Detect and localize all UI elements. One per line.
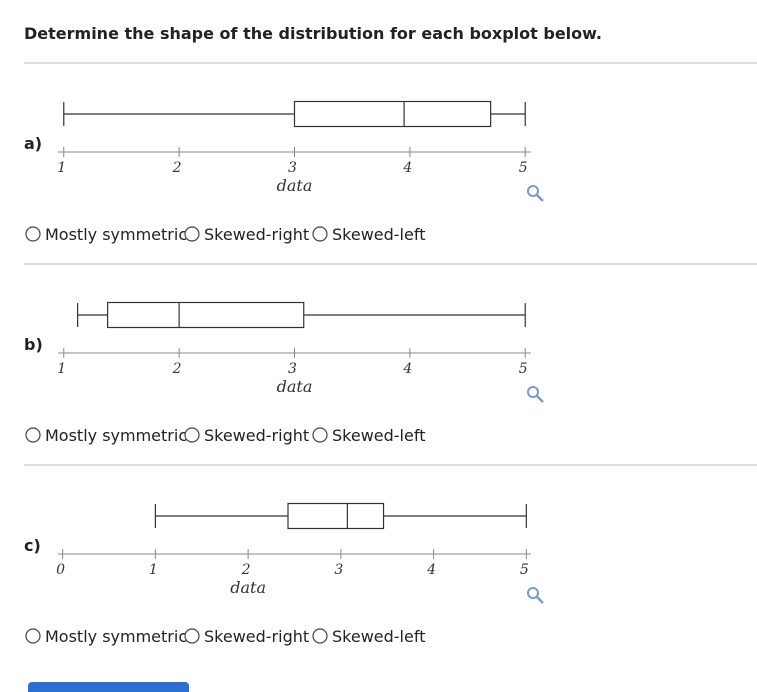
title: Determine the shape of the distribution … xyxy=(24,24,602,43)
box xyxy=(107,301,305,329)
zoom-icon[interactable] xyxy=(527,386,539,398)
option-label[interactable]: Skewed-left xyxy=(332,627,425,646)
problem-label: c) xyxy=(24,536,41,555)
tick-label: 5 xyxy=(519,160,528,176)
tick-label: 5 xyxy=(520,562,529,578)
option-label[interactable]: Mostly symmetric xyxy=(45,225,187,244)
tick-label: 3 xyxy=(334,562,343,578)
tick-label: 4 xyxy=(402,361,412,377)
axis-label: data xyxy=(277,377,313,396)
radio[interactable] xyxy=(312,226,328,242)
radio[interactable] xyxy=(312,628,328,644)
radio[interactable] xyxy=(25,628,41,644)
zoom-handle xyxy=(536,194,544,202)
tick-label: 2 xyxy=(241,562,251,578)
radio[interactable] xyxy=(25,226,41,242)
box xyxy=(287,502,385,530)
zoom-handle xyxy=(536,395,544,403)
tick-label: 1 xyxy=(57,160,66,176)
tick-label: 3 xyxy=(288,361,297,377)
zoom-icon[interactable] xyxy=(527,185,539,197)
zoom-handle xyxy=(536,596,544,604)
tick-label: 1 xyxy=(149,562,158,578)
axis-label: data xyxy=(277,176,313,195)
radio[interactable] xyxy=(312,427,328,443)
option-label[interactable]: Mostly symmetric xyxy=(45,426,187,445)
radio[interactable] xyxy=(184,226,200,242)
radio[interactable] xyxy=(184,427,200,443)
option-label[interactable]: Skewed-left xyxy=(332,225,425,244)
option-label[interactable]: Skewed-right xyxy=(204,627,309,646)
tick-label: 3 xyxy=(288,160,297,176)
option-label[interactable]: Skewed-right xyxy=(204,426,309,445)
problem-label: b) xyxy=(24,335,43,354)
tick-label: 4 xyxy=(426,562,436,578)
submit-button[interactable] xyxy=(28,682,189,692)
axis-label: data xyxy=(230,578,266,597)
option-label[interactable]: Mostly symmetric xyxy=(45,627,187,646)
tick-label: 1 xyxy=(57,361,66,377)
problem-label: a) xyxy=(24,134,42,153)
option-label[interactable]: Skewed-left xyxy=(332,426,425,445)
zoom-icon[interactable] xyxy=(527,587,539,599)
tick-label: 5 xyxy=(519,361,528,377)
tick-label: 2 xyxy=(172,361,182,377)
tick-label: 2 xyxy=(172,160,182,176)
radio[interactable] xyxy=(25,427,41,443)
tick-label: 0 xyxy=(56,562,65,578)
radio[interactable] xyxy=(184,628,200,644)
box xyxy=(293,100,492,128)
tick-label: 4 xyxy=(402,160,412,176)
option-label[interactable]: Skewed-right xyxy=(204,225,309,244)
